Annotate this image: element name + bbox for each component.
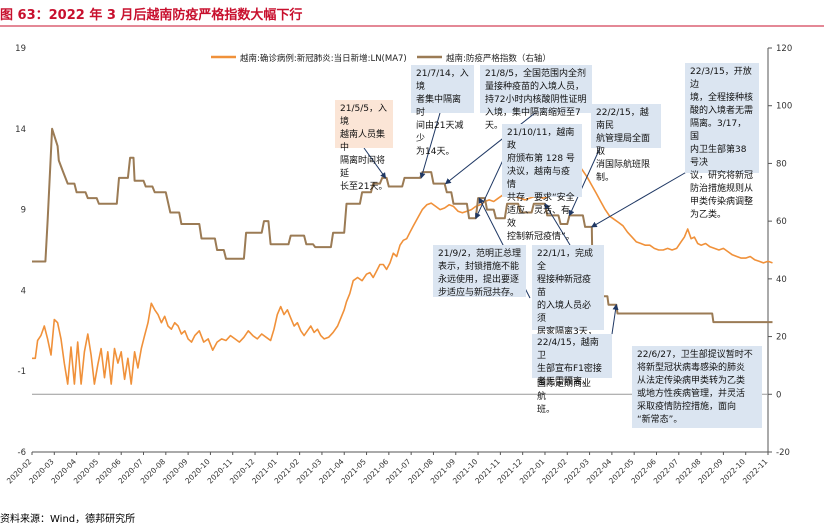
annotation-leader-arrow <box>419 112 441 179</box>
annotation-21-5-5: 21/5/5，入境 越南人员集中 隔离时间将延 长至21天。 <box>335 100 393 192</box>
annotation-leader-arrow <box>363 147 387 179</box>
left-tick-label: 4 <box>21 286 26 296</box>
right-tick-label: 60 <box>776 217 787 227</box>
left-tick-label: 14 <box>15 125 26 135</box>
annotation-22-4-15: 22/4/15，越南卫 生部宣布F1密接 者无需隔离。 <box>532 334 612 387</box>
annotation-21-9-2: 21/9/2，范明正总理 表示，封锁措施不能 永远使用，提出要逐 步适应与新冠共… <box>433 245 526 298</box>
left-tick-label: 19 <box>15 44 26 54</box>
right-tick-label: -20 <box>776 448 790 458</box>
legend-label-stringency: 越南:防疫严格指数（右轴） <box>446 53 551 64</box>
x-tick-label: 2022-11 <box>741 457 770 486</box>
legend: 越南:确诊病例:新冠肺炎:当日新增:LN(MA7) 越南:防疫严格指数（右轴） <box>211 53 551 64</box>
annotation-21-8-5: 21/8/5，全国范围内全剂 量接种疫苗的入境人员， 持72小时内核酸阴性证明 … <box>480 65 592 131</box>
right-tick-label: 120 <box>776 44 792 54</box>
annotation-leader-arrow <box>590 169 691 228</box>
annotation-22-2-15: 22/2/15，越南民 航管理局全面取 消国际航班限制。 <box>591 104 661 183</box>
right-tick-label: 100 <box>776 102 792 112</box>
annotation-leader-arrow <box>611 303 619 335</box>
annotation-22-6-27: 22/6/27，卫生部提议暂时不 将新型冠状病毒感染的肺炎 从法定传染病甲类转为… <box>632 346 762 428</box>
left-tick-label: -6 <box>18 448 26 458</box>
figure-title: 图 63：2022 年 3 月后越南防疫严格指数大幅下行 <box>0 8 303 23</box>
right-tick-label: 80 <box>776 159 787 169</box>
series-line-cases <box>32 160 773 385</box>
annotation-leader-arrow <box>568 147 601 217</box>
left-tick-label: -1 <box>18 367 26 377</box>
left-tick-label: 9 <box>21 206 26 216</box>
annotation-22-1-1: 22/1/1，完成全 程接种新冠疫苗 的入境人员必须 居家隔离3天，将 分两个阶… <box>532 245 604 415</box>
right-tick-label: 40 <box>776 275 787 285</box>
series-layer <box>32 127 773 385</box>
source-note: 资料来源：Wind，德邦研究所 <box>0 514 136 525</box>
series-line-stringency <box>32 127 773 324</box>
annotation-21-10-11: 21/10/11，越南政 府颁布第 128 号 决议，越南与疫情 共存，要求“安… <box>502 124 582 242</box>
right-tick-label: 20 <box>776 333 787 343</box>
annotation-leader-arrow <box>544 202 571 246</box>
legend-label-cases: 越南:确诊病例:新冠肺炎:当日新增:LN(MA7) <box>240 53 407 64</box>
annotation-21-7-14: 21/7/14，入境 者集中隔离时 间由21天减少 为14天。 <box>411 65 474 157</box>
right-tick-label: 0 <box>776 390 781 400</box>
annotation-22-3-15: 22/3/15，开放边 境，全程接种核 酸的入境者无需 隔离。3/17，国 内卫… <box>685 63 759 220</box>
